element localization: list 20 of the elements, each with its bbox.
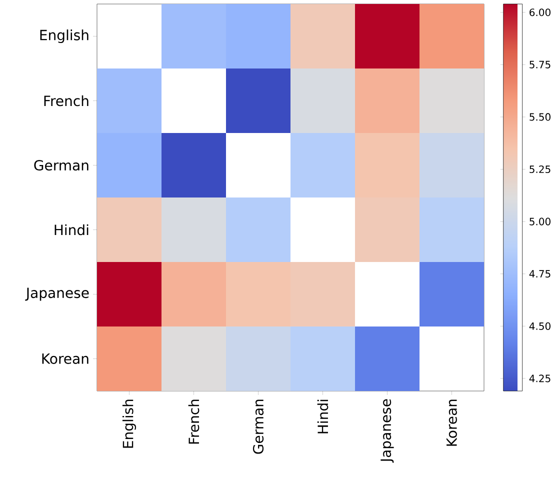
color-bar-label: 6.00 xyxy=(530,8,550,16)
y-tick-label: English xyxy=(40,29,88,44)
y-tick-label: Korean xyxy=(42,354,88,364)
x-tick-label: Hindi xyxy=(317,400,328,434)
y-tick-label: Hindi xyxy=(54,224,88,236)
color-bar-label: 4.75 xyxy=(529,270,550,278)
y-tick-label: German xyxy=(34,160,88,171)
color-bar-label: 5.50 xyxy=(530,113,550,121)
x-tick-label: German xyxy=(252,400,264,454)
x-tick-label: Japanese xyxy=(380,399,394,463)
color-bar-label: 5.00 xyxy=(530,218,550,226)
y-tick-label: Japanese xyxy=(25,288,89,301)
y-tick-label: French xyxy=(44,95,88,106)
x-tick-label: Korean xyxy=(446,400,457,446)
color-bar-label: 4.50 xyxy=(529,322,550,330)
color-bar-label: 5.75 xyxy=(530,60,550,68)
color-bar-label: 5.25 xyxy=(530,165,550,174)
x-tick-label: French xyxy=(188,400,200,444)
x-tick-label: English xyxy=(122,400,136,448)
color-bar-label: 4.25 xyxy=(529,374,550,382)
